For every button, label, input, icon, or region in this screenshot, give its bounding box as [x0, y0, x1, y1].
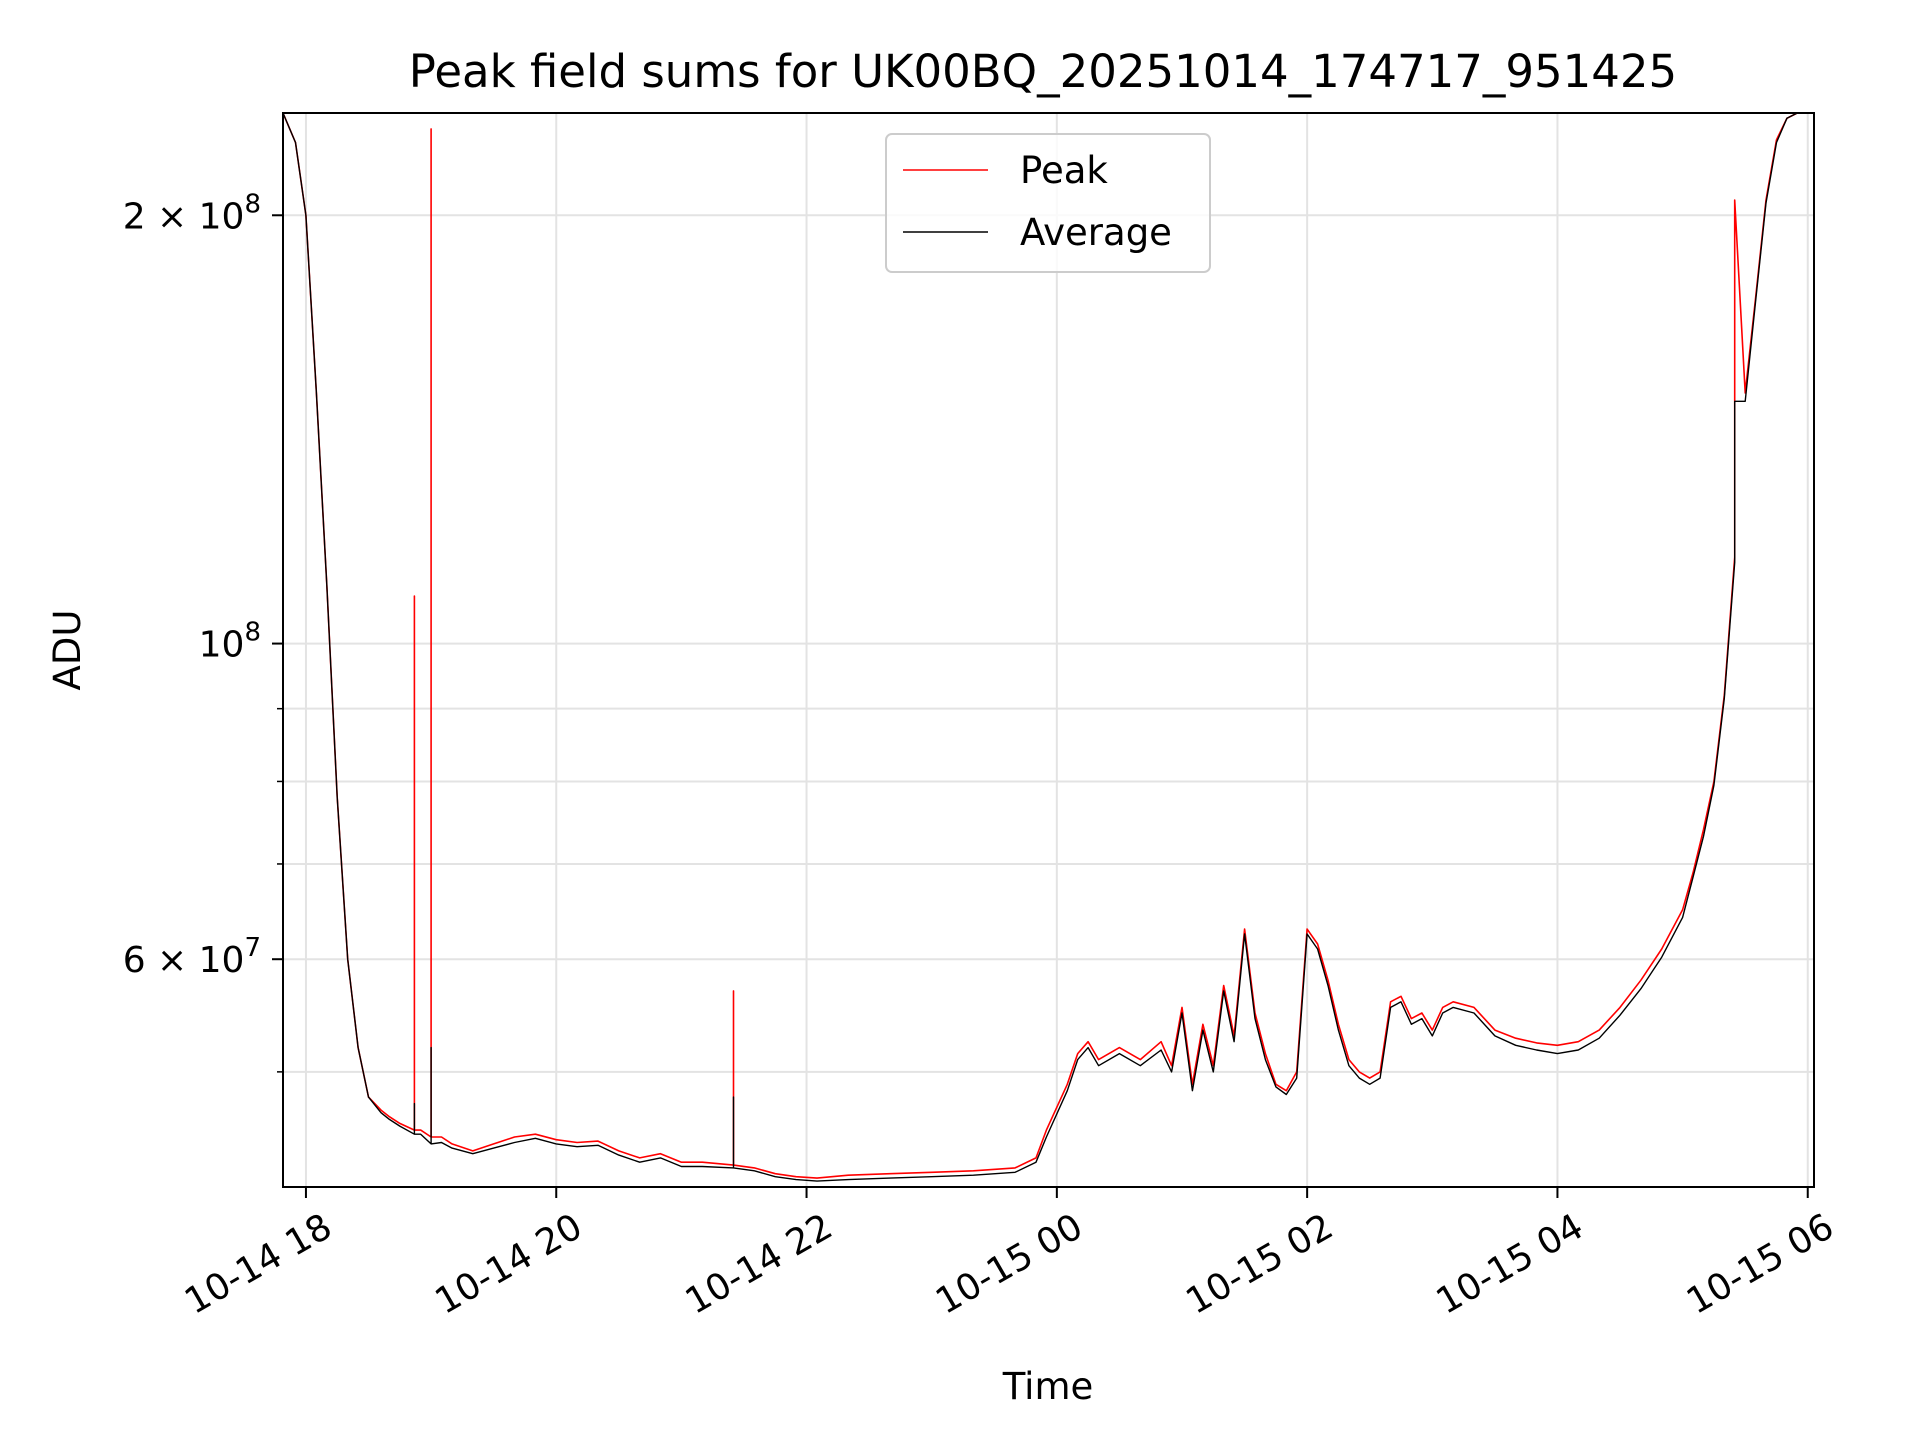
legend-label-peak: Peak	[1020, 149, 1108, 192]
y-tick-label: 6 × 107	[123, 933, 261, 981]
y-tick-label-exponent: 8	[244, 618, 261, 648]
y-axis-label: ADU	[46, 610, 89, 691]
gridlines	[283, 113, 1814, 1187]
series-line-average	[282, 112, 1814, 1182]
legend-label-average: Average	[1020, 211, 1172, 254]
chart-title: Peak field sums for UK00BQ_20251014_1747…	[409, 45, 1677, 98]
y-tick-label-exponent: 7	[244, 933, 261, 963]
plot-frame	[282, 112, 1815, 1188]
y-tick-label: 108	[199, 618, 261, 666]
legend: Peak Average	[885, 133, 1211, 273]
plot-series	[282, 112, 1814, 1182]
series-line-peak	[282, 112, 1814, 1179]
x-axis-label: Time	[1002, 1365, 1094, 1408]
y-tick-label: 2 × 108	[123, 189, 261, 237]
y-tick-label-exponent: 8	[244, 189, 261, 219]
legend-box	[885, 133, 1211, 273]
y-tick-label-mantissa: 6 × 10	[123, 940, 245, 981]
y-tick-label-mantissa: 2 × 10	[123, 196, 245, 237]
y-tick-label-mantissa: 10	[199, 625, 245, 666]
